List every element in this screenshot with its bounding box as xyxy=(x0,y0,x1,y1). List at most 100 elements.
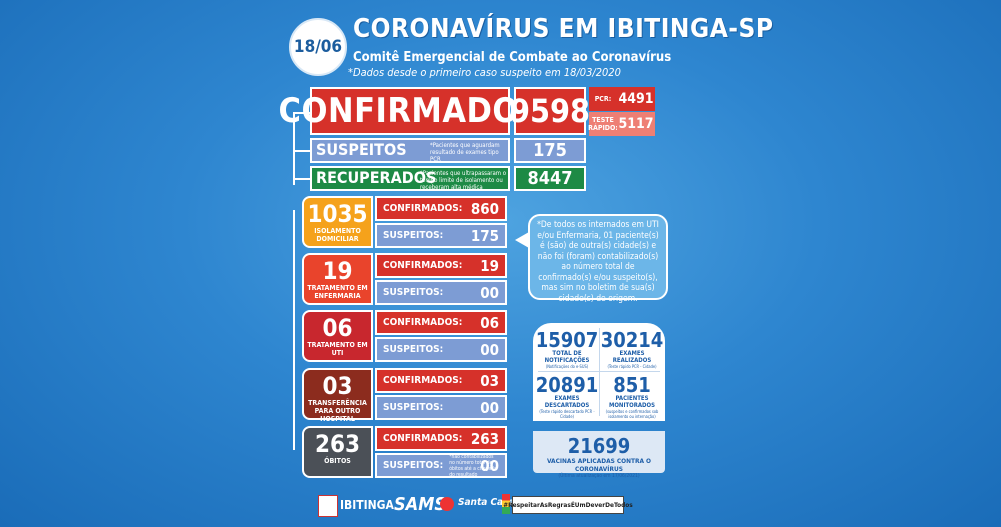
data-note: *Dados desde o primeiro caso suspeito em… xyxy=(348,66,621,79)
hospital-note-bubble: *De todos os internados em UTI e/ou Enfe… xyxy=(528,214,668,304)
santa-casa-icon xyxy=(440,497,454,511)
city-crest-icon xyxy=(318,495,338,517)
confirmed-label: CONFIRMADOS xyxy=(279,87,541,135)
vaccines-sub: (Última atualização em 17/06/2021) xyxy=(558,473,640,479)
category-label: TRATAMENTO EM UTI xyxy=(307,341,368,357)
rapid-test-value: 5117 xyxy=(617,112,655,136)
suspects-label: SUSPEITOS: xyxy=(383,287,444,298)
bracket-tick xyxy=(293,178,310,180)
category-number: 1035 xyxy=(307,200,368,228)
suspects-value: 175 xyxy=(470,226,499,245)
discarded-sub: (Teste rápido descartado PCR - Cidade) xyxy=(539,409,595,419)
suspects-value: 00 xyxy=(480,283,499,302)
monitored-stat: 851 PACIENTES MONITORADOS (suspeitos e c… xyxy=(600,375,664,419)
category-number: 03 xyxy=(322,372,353,400)
monitored-value: 851 xyxy=(613,373,651,397)
category-label: ISOLAMENTO DOMICILIAR xyxy=(314,227,361,243)
confirmed-label: CONFIRMADOS: xyxy=(383,260,463,271)
bracket-line-top xyxy=(293,112,295,185)
category-confirmed-row: CONFIRMADOS: 263 xyxy=(375,426,507,451)
exams-done-label: EXAMES REALIZADOS xyxy=(612,350,652,364)
category-block: 06 TRATAMENTO EM UTI xyxy=(302,310,373,362)
exams-done-sub: (Teste rápido PCR - Cidade) xyxy=(607,364,657,369)
flag-icon xyxy=(502,494,510,514)
category-number: 263 xyxy=(314,430,361,458)
category-block: 263 ÓBITOS xyxy=(302,426,373,478)
monitored-label: PACIENTES MONITORADOS xyxy=(608,395,656,409)
suspects-label: SUSPEITOS: xyxy=(383,344,444,355)
confirmed-label: CONFIRMADOS: xyxy=(383,433,463,444)
rapid-test-label: TESTE RÁPIDO: xyxy=(588,112,618,136)
category-confirmed-row: CONFIRMADOS: 19 xyxy=(375,253,507,278)
category-label: ÓBITOS xyxy=(324,457,351,465)
suspects-label: SUSPEITOS: xyxy=(383,460,444,471)
recovered-label: RECUPERADOS xyxy=(316,168,437,187)
pcr-label: PCR: xyxy=(589,87,617,111)
date-badge: 18/06 xyxy=(289,18,347,76)
bracket-line-bottom xyxy=(293,210,295,450)
pcr-value: 4491 xyxy=(617,87,655,111)
stats-divider xyxy=(599,328,600,416)
recovered-note: *Pacientes que ultrapassaram o tempo lim… xyxy=(420,170,507,191)
category-label: TRATAMENTO EM ENFERMARIA xyxy=(307,284,368,300)
suspects-value: 00 xyxy=(480,340,499,359)
category-label: TRANSFERÊNCIA PARA OUTRO HOSPITAL xyxy=(308,399,367,423)
category-number: 06 xyxy=(322,314,353,342)
confirmed-label: CONFIRMADOS: xyxy=(383,375,463,386)
confirmed-value: 263 xyxy=(470,429,499,448)
category-confirmed-row: CONFIRMADOS: 860 xyxy=(375,196,507,221)
category-number: 19 xyxy=(322,257,353,285)
confirmed-value: 9598 xyxy=(510,87,590,135)
confirmed-label: CONFIRMADOS: xyxy=(383,203,463,214)
discarded-stat: 20891 EXAMES DESCARTADOS (Teste rápido d… xyxy=(535,375,599,419)
page-title: CORONAVÍRUS EM IBITINGA-SP xyxy=(353,14,774,44)
category-block: 1035 ISOLAMENTO DOMICILIAR xyxy=(302,196,373,248)
bubble-tail xyxy=(515,232,529,248)
confirmed-value: 06 xyxy=(480,313,499,332)
vaccines-label: VACINAS APLICADAS CONTRA O CORONAVÍRUS xyxy=(546,457,652,473)
notifications-stat: 15907 TOTAL DE NOTIFICAÇÕES (Notificaçõe… xyxy=(535,330,599,369)
category-confirmed-row: CONFIRMADOS: 06 xyxy=(375,310,507,335)
category-suspects-row: SUSPEITOS: 00 xyxy=(375,337,507,362)
confirmed-value: 03 xyxy=(480,371,499,390)
notifications-value: 15907 xyxy=(535,328,599,352)
suspects-value: 00 xyxy=(480,456,499,475)
category-suspects-row: SUSPEITOS: 00 xyxy=(375,280,507,305)
suspects-label: SUSPEITOS: xyxy=(383,230,444,241)
confirmed-value: 19 xyxy=(480,256,499,275)
exams-done-stat: 30214 EXAMES REALIZADOS (Teste rápido PC… xyxy=(600,330,664,369)
vaccines-panel: 21699 VACINAS APLICADAS CONTRA O CORONAV… xyxy=(533,431,665,479)
monitored-sub: (suspeitos e confirmados sob isolamento … xyxy=(605,409,659,419)
category-block: 03 TRANSFERÊNCIA PARA OUTRO HOSPITAL xyxy=(302,368,373,423)
category-confirmed-row: CONFIRMADOS: 03 xyxy=(375,368,507,393)
stats-divider xyxy=(538,371,660,372)
suspects-value: 00 xyxy=(480,398,499,417)
suspects-value: 175 xyxy=(514,138,586,163)
recovered-value: 8447 xyxy=(514,166,586,191)
category-suspects-row: SUSPEITOS: 175 xyxy=(375,223,507,248)
recovered-row xyxy=(310,166,510,191)
exams-done-value: 30214 xyxy=(600,328,664,352)
confirmed-value: 860 xyxy=(470,199,499,218)
hashtag-banner: #RespeitarAsRegrasÉUmDeverDeTodos xyxy=(503,496,633,514)
notifications-label: TOTAL DE NOTIFICAÇÕES xyxy=(544,350,590,364)
suspects-label: SUSPEITOS: xyxy=(383,402,444,413)
bracket-tick xyxy=(293,150,310,152)
date-text: 18/06 xyxy=(293,37,343,57)
vaccines-value: 21699 xyxy=(567,434,631,458)
suspects-row xyxy=(310,138,510,163)
deaths-note: *não contabilizados no número total de ó… xyxy=(449,453,497,478)
bracket-tick xyxy=(293,112,310,114)
page-subtitle: Comitê Emergencial de Combate ao Coronav… xyxy=(353,50,672,65)
suspects-note: *Pacientes que aguardam resultado de exa… xyxy=(430,142,500,163)
santa-casa-logo: Santa Casa xyxy=(458,497,515,508)
confirmed-label: CONFIRMADOS: xyxy=(383,317,463,328)
category-block: 19 TRATAMENTO EM ENFERMARIA xyxy=(302,253,373,305)
discarded-label: EXAMES DESCARTADOS xyxy=(544,395,590,409)
discarded-value: 20891 xyxy=(535,373,599,397)
notifications-sub: (Notificações do e-SUS) xyxy=(545,364,589,369)
ibitinga-logo: IBITINGA xyxy=(340,498,394,512)
sams-logo: SAMS xyxy=(394,494,446,515)
category-suspects-row: SUSPEITOS: 00 xyxy=(375,395,507,420)
category-suspects-row: SUSPEITOS: *não contabilizados no número … xyxy=(375,453,507,478)
